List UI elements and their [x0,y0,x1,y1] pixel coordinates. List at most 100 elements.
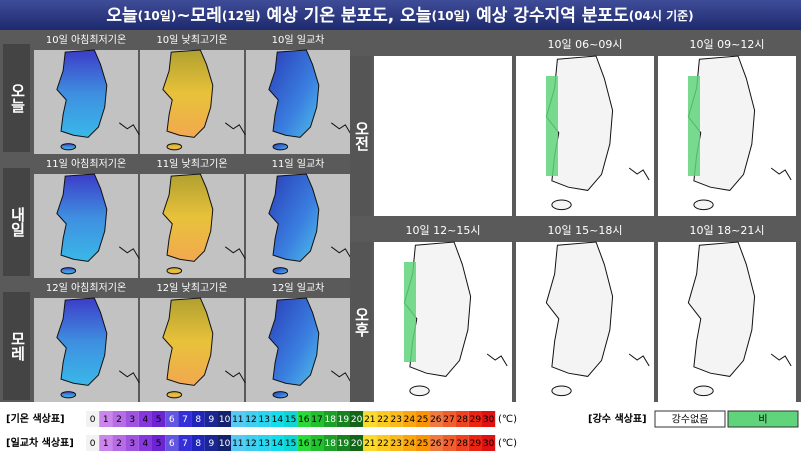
legend-cell [138,411,152,427]
island [551,385,572,397]
legend-number: 11 [232,415,243,425]
legend-cell [350,435,364,451]
legend-number: 21 [364,415,375,425]
legend-cell [257,435,271,451]
row-label: 오전 [353,121,371,151]
legend-cell [165,435,179,451]
legend-number: 15 [285,415,296,425]
coast-japan [118,370,140,384]
peninsula [162,173,214,262]
map-label: 10일 일교차 [272,34,325,46]
legend-cell [112,435,126,451]
legend-cell [125,435,139,451]
map-label: 10일 아침최저기온 [46,34,126,46]
legend-cell [363,411,377,427]
legend-cell [442,411,456,427]
legend-cell [270,411,284,427]
legend-cell [152,435,166,451]
island [60,143,77,151]
map-label: 12일 아침최저기온 [46,282,126,294]
legend-cell [138,435,152,451]
legend-number: 4 [143,439,149,449]
legend-number: 15 [285,439,296,449]
coast-japan [330,122,352,136]
legend-cell [244,435,258,451]
legend-cell [86,435,100,451]
legend-cell [416,435,430,451]
legend-number: 29 [470,439,482,449]
coast-japan [118,122,140,136]
title: 오늘(10일)~모레(12일) 예상 기온 분포도, 오늘(10일) 예상 강수… [106,6,693,26]
legend-cell [112,411,126,427]
legend-number: 5 [156,439,162,449]
legend-cell [165,411,179,427]
legend-number: 26 [430,439,442,449]
legend-number: 12 [245,439,256,449]
legend-number: 27 [443,439,454,449]
row-label-box [3,292,30,400]
peninsula [268,173,320,262]
coast-japan [628,353,650,367]
peninsula [545,241,614,377]
legend-number: 9 [209,439,215,449]
legend-cell [231,435,245,451]
legend-number: 28 [456,415,468,425]
peninsula [162,297,214,386]
legend-number: 25 [417,439,428,449]
legend-number: 10 [219,415,231,425]
legend-item: 강수없음 [672,413,709,426]
legend-number: 18 [324,439,336,449]
coast-japan [770,353,792,367]
legend-cell [191,435,205,451]
island [693,385,714,397]
legend-number: 16 [298,439,310,449]
legend-number: 20 [351,439,363,449]
legend-cell [350,411,364,427]
map-label: 12일 낮최고기온 [156,282,227,294]
row-label-box [350,242,372,402]
legend-cell [178,435,192,451]
legend-cell [257,411,271,427]
coast-japan [628,167,650,181]
legend-number: 14 [272,415,284,425]
legend-number: 3 [129,439,135,449]
legend-cell [389,435,403,451]
legend-cell [482,411,496,427]
legend-number: 20 [351,415,363,425]
legend-cell [218,435,232,451]
map-label: 10일 18~21시 [690,223,765,237]
legend-cell [389,411,403,427]
legend-cell [482,435,496,451]
legend-title: [강수 색상표] [588,412,647,425]
island [60,267,77,275]
coast-japan [224,246,246,260]
row-label: 오늘 [9,83,27,114]
map-label: 10일 12~15시 [406,223,481,237]
peninsula [268,297,320,386]
coast-japan [224,122,246,136]
map-label: 11일 아침최저기온 [46,158,126,170]
coast-japan [330,246,352,260]
peninsula [687,241,756,377]
legend-cell [310,411,324,427]
island [551,199,572,211]
legend-cell [468,435,482,451]
peninsula [56,297,108,386]
map-label: 11일 일교차 [272,158,325,170]
legend-cell [231,411,245,427]
title-segment: 오늘 [106,6,138,26]
coast-japan [118,246,140,260]
legend-number: 30 [483,415,495,425]
coast-japan [330,370,352,384]
row-label-box [350,56,372,216]
legend-number: 23 [390,415,401,425]
legend-number: 8 [195,415,201,425]
legend-number: 6 [169,415,175,425]
legend-cell [363,435,377,451]
legend-number: 0 [90,415,96,425]
legend-number: 22 [377,415,388,425]
rain-area [404,262,416,362]
map-label: 10일 낮최고기온 [156,34,227,46]
legend-title: [기온 색상표] [6,412,65,425]
legend-cell [429,411,443,427]
